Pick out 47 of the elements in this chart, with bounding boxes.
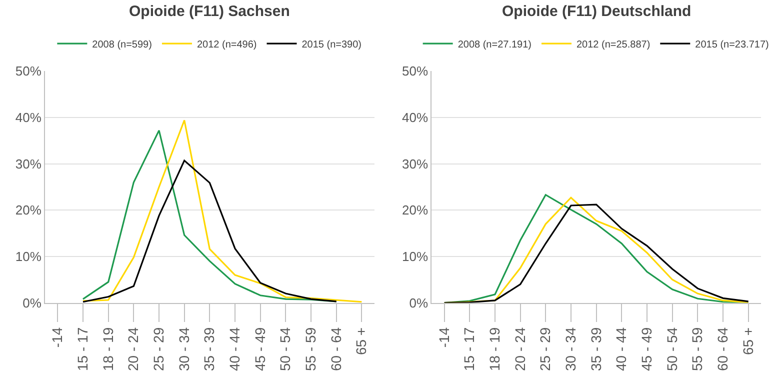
x-tick-label: 40 - 44 xyxy=(226,327,243,371)
x-tick-label: 30 - 34 xyxy=(562,327,579,371)
y-tick-label: 0% xyxy=(409,295,428,310)
x-tick-label: 45 - 49 xyxy=(638,327,655,371)
x-tick-label: 25 - 29 xyxy=(150,327,167,371)
legend-label: 2012 (n=25.887) xyxy=(576,39,650,50)
x-tick-label: 35 - 39 xyxy=(201,327,218,371)
y-tick-label: 10% xyxy=(15,249,42,264)
chart-title: Opioide (F11) Deutschland xyxy=(502,3,692,20)
x-tick-label: 40 - 44 xyxy=(613,327,630,371)
y-tick-label: 30% xyxy=(15,156,42,172)
y-tick-label: 50% xyxy=(402,64,428,79)
x-tick-label: -14 xyxy=(49,327,66,348)
legend-label: 2015 (n=23.717) xyxy=(695,39,769,50)
x-tick-label: 15 - 17 xyxy=(461,327,478,371)
y-tick-label: 50% xyxy=(15,64,42,79)
x-tick-label: 18 - 19 xyxy=(486,327,503,371)
x-tick-label: 65 + xyxy=(353,327,370,356)
x-tick-label: 55 - 59 xyxy=(689,327,706,371)
x-tick-label: 65 + xyxy=(740,327,756,356)
x-tick-label: 45 - 49 xyxy=(252,327,268,371)
x-tick-label: 50 - 54 xyxy=(664,327,680,371)
y-tick-label: 20% xyxy=(402,202,428,218)
x-tick-label: 18 - 19 xyxy=(100,327,116,371)
y-tick-label: 20% xyxy=(15,202,42,218)
x-tick-label: 35 - 39 xyxy=(588,327,604,371)
x-tick-label: 50 - 54 xyxy=(277,327,294,371)
x-tick-label: -14 xyxy=(436,327,452,348)
chart-title: Opioide (F11) Sachsen xyxy=(129,3,290,20)
y-tick-label: 10% xyxy=(402,249,428,264)
legend-label: 2008 (n=599) xyxy=(92,39,152,50)
x-tick-label: 20 - 24 xyxy=(512,327,528,371)
x-tick-label: 15 - 17 xyxy=(74,327,91,371)
x-tick-label: 55 - 59 xyxy=(302,327,319,371)
x-tick-label: 30 - 34 xyxy=(176,327,192,371)
x-tick-label: 60 - 64 xyxy=(714,327,731,371)
legend-label: 2008 (n=27.191) xyxy=(458,39,532,50)
y-tick-label: 40% xyxy=(402,110,428,126)
legend-label: 2012 (n=496) xyxy=(196,39,257,50)
legend-label: 2015 (n=390) xyxy=(302,39,362,50)
x-tick-label: 60 - 64 xyxy=(328,327,344,371)
line-series xyxy=(82,160,338,303)
y-tick-label: 40% xyxy=(15,110,42,126)
x-tick-label: 25 - 29 xyxy=(537,327,554,371)
y-tick-label: 30% xyxy=(402,156,428,172)
y-tick-label: 0% xyxy=(22,295,42,310)
x-tick-label: 20 - 24 xyxy=(125,327,142,371)
